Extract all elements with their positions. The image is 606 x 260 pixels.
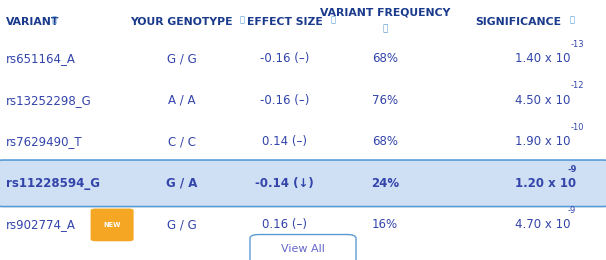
Text: VARIANT: VARIANT [6, 17, 59, 27]
Text: SIGNIFICANCE: SIGNIFICANCE [475, 17, 561, 27]
Text: rs651164_A: rs651164_A [6, 52, 76, 65]
Text: ⓘ: ⓘ [239, 15, 244, 24]
Text: 0.14 (–): 0.14 (–) [262, 135, 307, 148]
FancyBboxPatch shape [0, 160, 606, 206]
Text: 68%: 68% [372, 135, 398, 148]
Text: 1.90 x 10: 1.90 x 10 [515, 135, 571, 148]
FancyBboxPatch shape [250, 235, 356, 260]
Text: ⓘ: ⓘ [52, 15, 56, 24]
Text: G / A: G / A [166, 177, 198, 190]
Text: -0.14 (↓): -0.14 (↓) [256, 177, 314, 190]
Text: -0.16 (–): -0.16 (–) [260, 94, 310, 107]
Text: View All: View All [281, 244, 325, 254]
Text: rs11228594_G: rs11228594_G [6, 177, 100, 190]
Text: 4.70 x 10: 4.70 x 10 [515, 218, 571, 231]
Text: 1.40 x 10: 1.40 x 10 [515, 52, 571, 65]
Text: C / C: C / C [168, 135, 196, 148]
Text: rs7629490_T: rs7629490_T [6, 135, 82, 148]
Text: ⓘ: ⓘ [330, 15, 335, 24]
Text: -10: -10 [571, 123, 584, 132]
Text: rs13252298_G: rs13252298_G [6, 94, 92, 107]
FancyBboxPatch shape [91, 209, 133, 241]
Text: YOUR GENOTYPE: YOUR GENOTYPE [130, 17, 233, 27]
Text: -0.16 (–): -0.16 (–) [260, 52, 310, 65]
Text: -9: -9 [567, 206, 576, 215]
Text: G / G: G / G [167, 218, 197, 231]
Text: A / A: A / A [168, 94, 196, 107]
Text: 0.16 (–): 0.16 (–) [262, 218, 307, 231]
Text: ⓘ: ⓘ [570, 15, 574, 24]
Text: rs902774_A: rs902774_A [6, 218, 76, 231]
Text: EFFECT SIZE: EFFECT SIZE [247, 17, 322, 27]
Text: 1.20 x 10: 1.20 x 10 [515, 177, 576, 190]
Text: -12: -12 [571, 81, 584, 90]
Text: 16%: 16% [371, 218, 398, 231]
Text: VARIANT FREQUENCY: VARIANT FREQUENCY [319, 8, 450, 18]
Text: 76%: 76% [371, 94, 398, 107]
Text: 4.50 x 10: 4.50 x 10 [515, 94, 570, 107]
Text: -9: -9 [567, 165, 576, 173]
Text: G / G: G / G [167, 52, 197, 65]
Text: 24%: 24% [371, 177, 399, 190]
Text: NEW: NEW [104, 222, 121, 228]
Text: -13: -13 [571, 40, 584, 49]
Text: 68%: 68% [372, 52, 398, 65]
Text: ⓘ: ⓘ [382, 24, 387, 33]
